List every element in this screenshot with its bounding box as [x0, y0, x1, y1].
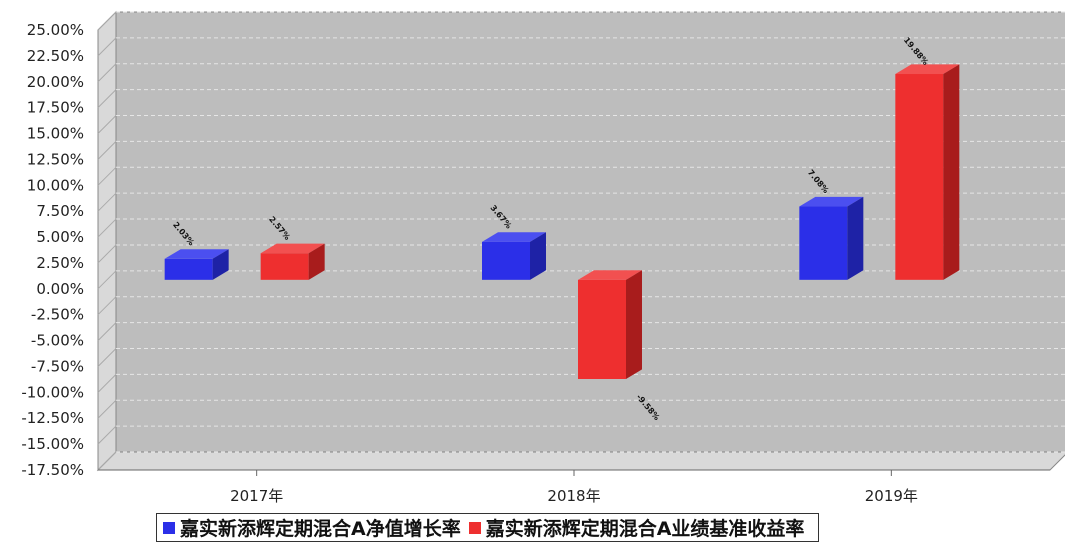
y-tick-label: 0.00%	[36, 280, 84, 298]
y-tick-label: -2.50%	[31, 306, 84, 324]
legend-label-benchmark: 嘉实新添辉定期混合A业绩基准收益率	[485, 518, 805, 540]
x-tick-label: 2018年	[547, 487, 600, 505]
bar-top	[482, 232, 546, 242]
y-tick-label: 10.00%	[27, 176, 84, 194]
y-tick-label: -10.00%	[21, 383, 84, 401]
legend-item-benchmark: 嘉实新添辉定期混合A业绩基准收益率	[468, 514, 805, 541]
wall-gridline	[97, 37, 117, 57]
bar-top	[895, 64, 960, 75]
floor	[96, 451, 1065, 471]
y-tick-label: 5.00%	[36, 228, 84, 246]
bar-side	[308, 243, 325, 280]
legend-swatch-blue	[163, 521, 175, 534]
bar-0-0	[164, 258, 213, 280]
y-tick-label: -15.00%	[21, 435, 84, 453]
bar-top	[164, 249, 229, 259]
y-tick-label: -5.00%	[31, 332, 84, 350]
y-tick-label: 20.00%	[27, 73, 84, 91]
chart-legend: 嘉实新添辉定期混合A净值增长率 嘉实新添辉定期混合A业绩基准收益率	[156, 513, 820, 542]
wall-gridline	[97, 89, 117, 109]
x-tick-label: 2017年	[230, 487, 283, 505]
wall-gridline	[97, 11, 117, 31]
legend-swatch-red	[468, 521, 481, 534]
y-tick-label: -7.50%	[31, 357, 84, 375]
wall-gridline	[97, 373, 117, 393]
bar-side	[943, 64, 960, 280]
bar-side	[212, 249, 229, 280]
bar-0-1	[482, 241, 530, 280]
bar-top	[799, 196, 864, 207]
bar-1-1	[578, 279, 626, 380]
legend-label-net-value: 嘉实新添辉定期混合A净值增长率	[180, 518, 461, 540]
bar-side	[530, 232, 546, 280]
wall-gridline	[97, 322, 117, 341]
bar-side	[847, 196, 864, 280]
y-tick-label: 12.50%	[27, 150, 84, 168]
wall-gridline	[97, 425, 117, 445]
wall-gridline	[97, 399, 117, 419]
wall-gridline	[97, 63, 117, 83]
wall-gridline	[97, 270, 117, 290]
y-tick-label: 7.50%	[36, 202, 84, 220]
wall-gridline	[97, 451, 117, 471]
bar-side	[626, 270, 642, 380]
legend-item-net-value: 嘉实新添辉定期混合A净值增长率	[163, 514, 461, 541]
bar-chart: 25.00% 22.50% 20.00% 17.50% 15.00% 12.50% 10.0…	[21, 10, 1065, 505]
bar-1-0	[260, 253, 309, 280]
y-tick-label: 15.00%	[27, 125, 84, 143]
bar-top	[260, 243, 325, 254]
x-tick-label: 2019年	[865, 487, 918, 505]
y-tick-label: 22.50%	[27, 47, 84, 65]
y-tick-label: -17.50%	[21, 461, 84, 479]
wall-gridline	[97, 244, 117, 264]
wall-gridline	[97, 348, 117, 367]
wall-gridline	[97, 141, 117, 160]
y-tick-label: 25.00%	[27, 21, 84, 39]
bar-0-2	[799, 206, 848, 280]
y-tick-label: 2.50%	[36, 254, 84, 272]
y-tick-label: -12.50%	[21, 409, 84, 427]
wall-gridline	[97, 218, 117, 238]
wall-gridline	[97, 192, 117, 212]
wall-gridline	[97, 115, 117, 134]
bar-1-2	[895, 74, 944, 280]
wall-gridline	[97, 166, 117, 186]
wall-gridline	[97, 296, 117, 316]
bar-top	[578, 270, 642, 280]
left-wall	[97, 10, 117, 472]
y-tick-label: 17.50%	[27, 99, 84, 117]
